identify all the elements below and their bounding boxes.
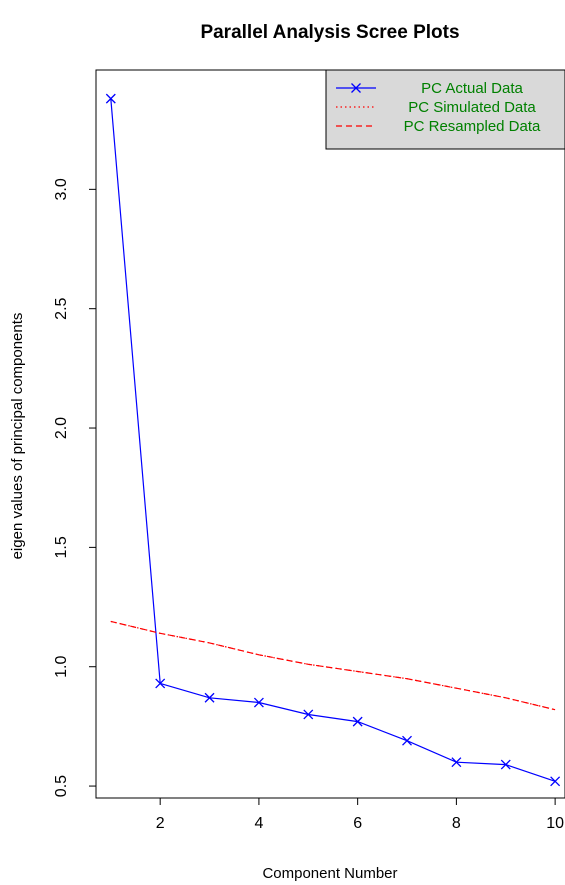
chart-title: Parallel Analysis Scree Plots (200, 22, 459, 43)
data-point (500, 759, 511, 770)
x-tick-label: 4 (254, 815, 263, 832)
series-layer (105, 93, 561, 787)
x-tick-label: 8 (452, 815, 461, 832)
legend-label-1: PC Actual Data (421, 80, 523, 97)
x-axis: 2 4 6 8 10 (156, 797, 564, 832)
data-point (155, 678, 166, 689)
y-axis: 0.5 1.0 1.5 2.0 2.5 3.0 (53, 178, 97, 797)
legend: PC Actual Data PC Simulated Data PC Resamp… (325, 69, 565, 150)
series-line-3 (110, 620, 556, 711)
legend-label-2: PC Simulated Data (408, 99, 536, 116)
data-point (253, 697, 264, 708)
data-point (105, 93, 116, 104)
data-point (303, 709, 314, 720)
series-line-2 (110, 620, 556, 711)
y-tick-label: 1.5 (53, 536, 70, 558)
data-point (402, 735, 412, 746)
data-point (451, 757, 462, 768)
y-tick-label: 1.0 (53, 656, 70, 678)
y-tick-label: 2.5 (53, 297, 70, 319)
y-axis-label: eigen values of principal components (9, 313, 26, 560)
legend-box (325, 69, 565, 150)
data-point (352, 716, 363, 727)
y-tick-label: 0.5 (53, 775, 70, 797)
x-axis-label: Component Number (262, 865, 397, 882)
data-point (550, 776, 561, 787)
y-tick-label: 2.0 (53, 417, 70, 439)
plot-frame (95, 69, 565, 799)
y-tick-label: 3.0 (53, 178, 70, 200)
legend-label-3: PC Resampled Data (404, 118, 541, 135)
series-line-1 (110, 98, 556, 782)
data-point (204, 692, 215, 703)
legend-entries: PC Actual Data PC Simulated Data PC Resamp… (336, 80, 541, 135)
x-tick-label: 10 (546, 815, 564, 832)
legend-marker (351, 83, 361, 93)
x-tick-label: 6 (353, 815, 362, 832)
x-tick-label: 2 (156, 815, 165, 832)
